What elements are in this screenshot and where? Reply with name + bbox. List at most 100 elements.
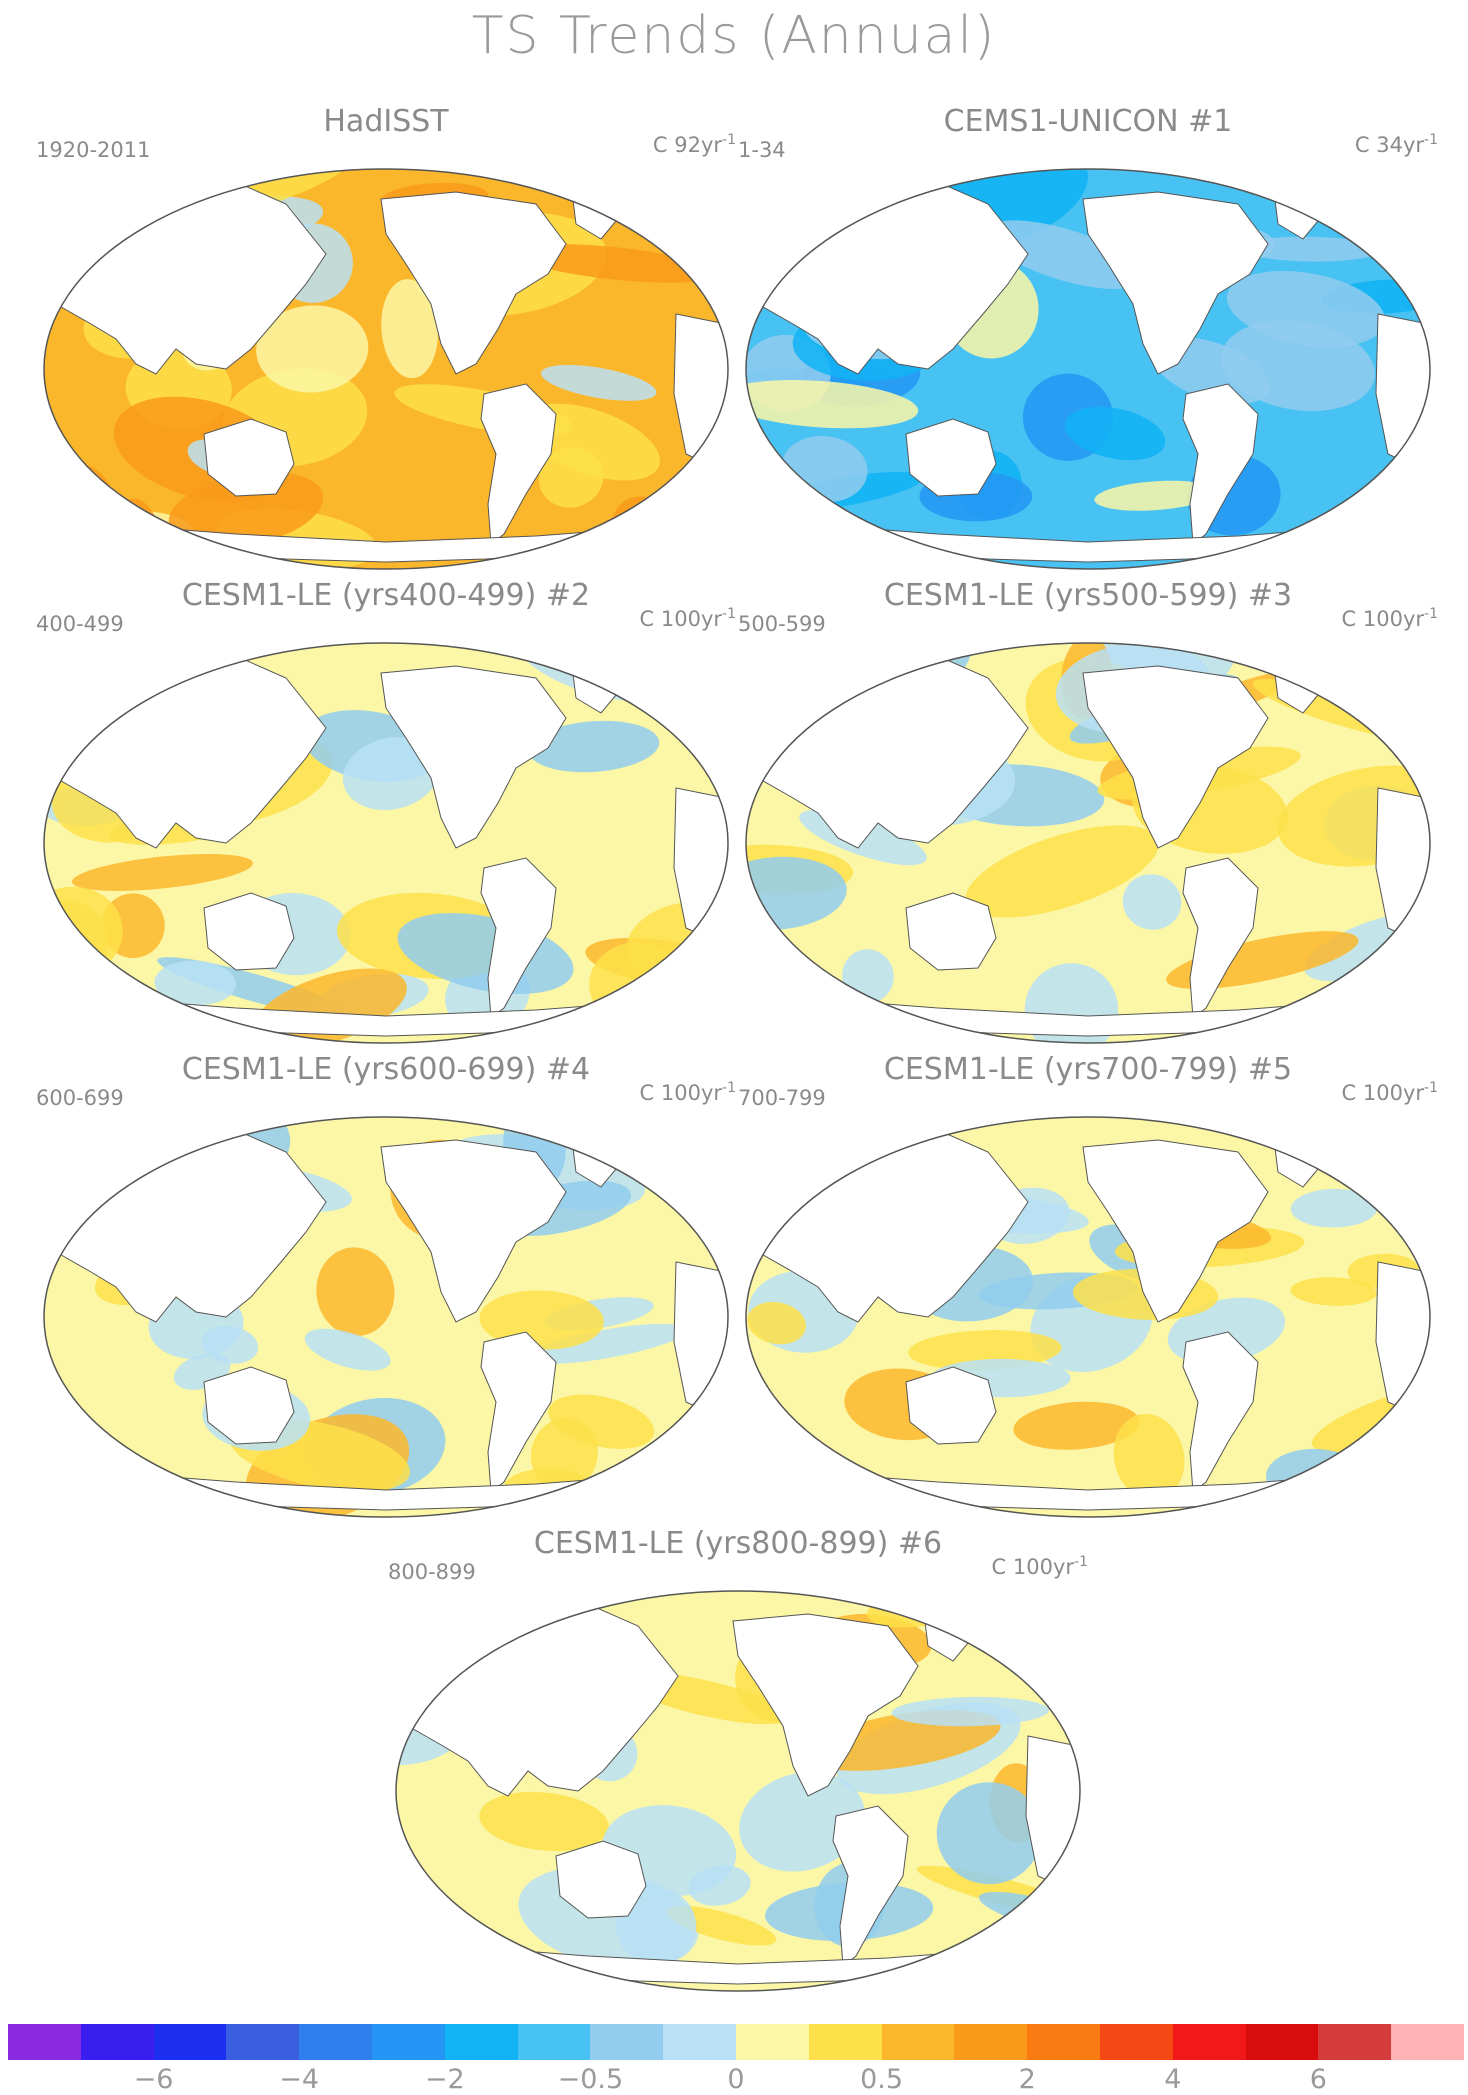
landmass — [480, 383, 557, 545]
landmass — [380, 1139, 567, 1323]
ocean-field — [746, 643, 1430, 1043]
landmass — [203, 1366, 295, 1445]
anomaly-patch — [1094, 480, 1216, 511]
colorbar-swatch — [1172, 2024, 1247, 2060]
colorbar-swatch — [444, 2024, 519, 2060]
anomaly-patch — [774, 643, 849, 706]
anomaly-patch — [541, 364, 657, 401]
anomaly-patch — [643, 1466, 728, 1517]
map-panel-le-800: CESM1-LE (yrs800-899) #6 800-899 C 100yr… — [388, 1526, 1088, 1996]
anomaly-patch — [538, 447, 604, 508]
colorbar-tick-label: −0.5 — [557, 2064, 624, 2095]
colorbar-tick-label: 6 — [1309, 2064, 1327, 2095]
colorbar-swatch — [153, 2024, 228, 2060]
panel-title: CEMS1-UNICON #1 — [943, 104, 1233, 139]
landmass — [1182, 1331, 1259, 1493]
landmass — [1182, 383, 1259, 545]
landmass — [380, 191, 567, 375]
anomaly-patch — [984, 220, 1144, 289]
map-outline — [745, 1116, 1431, 1518]
colorbar-swatch — [881, 2024, 956, 2060]
anomaly-patch — [479, 1791, 609, 1852]
map-outline — [43, 642, 729, 1044]
colorbar-tick-label: −4 — [279, 2064, 320, 2095]
map-outline — [745, 642, 1431, 1044]
panel-title: HadISST — [323, 104, 449, 139]
panel-unit-label: C 100yr-1 — [639, 606, 736, 631]
anomaly-patch — [304, 1328, 391, 1371]
landmass — [832, 1805, 909, 1967]
anomaly-patch — [998, 1940, 1080, 1991]
map-outline — [43, 1116, 729, 1518]
panel-unit-label: C 34yr-1 — [1354, 132, 1438, 157]
anomaly-patch — [1290, 1277, 1377, 1306]
anomaly-patch — [342, 737, 440, 811]
anomaly-patch — [1013, 1401, 1140, 1450]
anomaly-patch — [746, 379, 919, 429]
anomaly-patch — [739, 1771, 865, 1872]
anomaly-patch — [528, 720, 660, 773]
colorbar-swatch — [1318, 2024, 1393, 2060]
anomaly-patch — [381, 279, 438, 379]
panel-unit-label: C 100yr-1 — [639, 1080, 736, 1105]
panel-period-label: 500-599 — [738, 612, 826, 636]
landmass — [380, 665, 567, 849]
panel-title: CESM1-LE (yrs500-599) #3 — [883, 578, 1293, 613]
anomaly-patch — [651, 1464, 728, 1517]
anomaly-patch — [71, 854, 253, 891]
anomaly-patch — [548, 1394, 655, 1449]
anomaly-patch — [201, 1325, 259, 1364]
landmass — [203, 892, 295, 971]
colorbar-swatch — [8, 2024, 82, 2060]
ocean-field — [746, 169, 1430, 569]
colorbar-tick-label: 4 — [1164, 2064, 1182, 2095]
landmass — [1082, 665, 1269, 849]
landmass — [1182, 857, 1259, 1019]
landmass — [905, 1366, 997, 1445]
map-panel-le-500: CESM1-LE (yrs500-599) #3 500-599 C 100yr… — [738, 578, 1438, 1048]
landmass — [480, 1331, 557, 1493]
panel-period-label: 400-499 — [36, 612, 124, 636]
map-panel-le-700: CESM1-LE (yrs700-799) #5 700-799 C 100yr… — [738, 1052, 1438, 1522]
colorbar-tick-label: 2 — [1018, 2064, 1036, 2095]
anomaly-patch — [256, 305, 369, 393]
panel-title: CESM1-LE (yrs700-799) #5 — [883, 1052, 1293, 1087]
landmass — [905, 418, 997, 497]
ocean-field — [44, 1117, 728, 1517]
anomaly-patch — [1122, 874, 1182, 930]
panel-period-label: 700-799 — [738, 1086, 826, 1110]
anomaly-patch — [512, 243, 717, 283]
panel-period-label: 600-699 — [36, 1086, 124, 1110]
ocean-field — [44, 643, 728, 1043]
panel-unit-label: C 92yr-1 — [652, 132, 736, 157]
map-outline — [745, 168, 1431, 570]
world-map — [745, 168, 1431, 570]
landmass — [732, 1613, 919, 1797]
colorbar-swatch — [226, 2024, 301, 2060]
colorbar-tick-label: −2 — [424, 2064, 465, 2095]
anomaly-patch — [1113, 1413, 1185, 1501]
panel-unit-label: C 100yr-1 — [1341, 606, 1438, 631]
colorbar-swatch — [954, 2024, 1029, 2060]
anomaly-patch — [746, 521, 869, 548]
panel-unit-label: C 100yr-1 — [991, 1554, 1088, 1579]
anomaly-patch — [316, 1247, 395, 1337]
map-panel-le-400: CESM1-LE (yrs400-499) #2 400-499 C 100yr… — [36, 578, 736, 1048]
map-outline — [43, 168, 729, 570]
colorbar-swatch — [736, 2024, 810, 2060]
anomaly-patch — [1290, 1188, 1378, 1228]
anomaly-patch — [891, 1696, 1050, 1727]
anomaly-patch — [965, 825, 1159, 918]
world-map — [745, 1116, 1431, 1518]
panel-title: CESM1-LE (yrs800-899) #6 — [533, 1526, 943, 1561]
colorbar-swatch — [372, 2024, 446, 2060]
panel-title: CESM1-LE (yrs400-499) #2 — [181, 578, 591, 613]
world-map — [43, 1116, 729, 1518]
panel-period-label: 1-34 — [738, 138, 786, 162]
colorbar-swatch — [1100, 2024, 1174, 2060]
ocean-field — [746, 1117, 1430, 1517]
ocean-field — [396, 1591, 1080, 1991]
world-map — [745, 642, 1431, 1044]
anomaly-patch — [479, 1290, 604, 1350]
colorbar-swatch — [1027, 2024, 1101, 2060]
